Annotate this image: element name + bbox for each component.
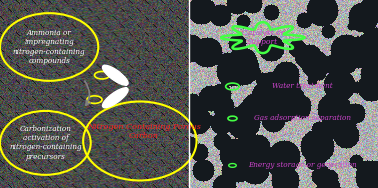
Text: Carbonization
activation of
nitrogen-containing
precursors: Carbonization activation of nitrogen-con… <box>9 125 82 161</box>
Text: Ammonia or
impregnating
nitrogen-containing
compounds: Ammonia or impregnating nitrogen-contain… <box>13 29 85 65</box>
Text: Nitrogen Containing Porous
Carbon: Nitrogen Containing Porous Carbon <box>87 123 201 140</box>
Polygon shape <box>102 88 128 108</box>
FancyArrowPatch shape <box>85 81 90 105</box>
Text: Energy storage or generation: Energy storage or generation <box>248 161 357 169</box>
Text: Catalyst or
Support: Catalyst or Support <box>242 29 284 46</box>
Polygon shape <box>102 65 128 85</box>
Text: Water treatment: Water treatment <box>272 83 333 90</box>
Text: Gas adsorption separation: Gas adsorption separation <box>254 114 351 122</box>
